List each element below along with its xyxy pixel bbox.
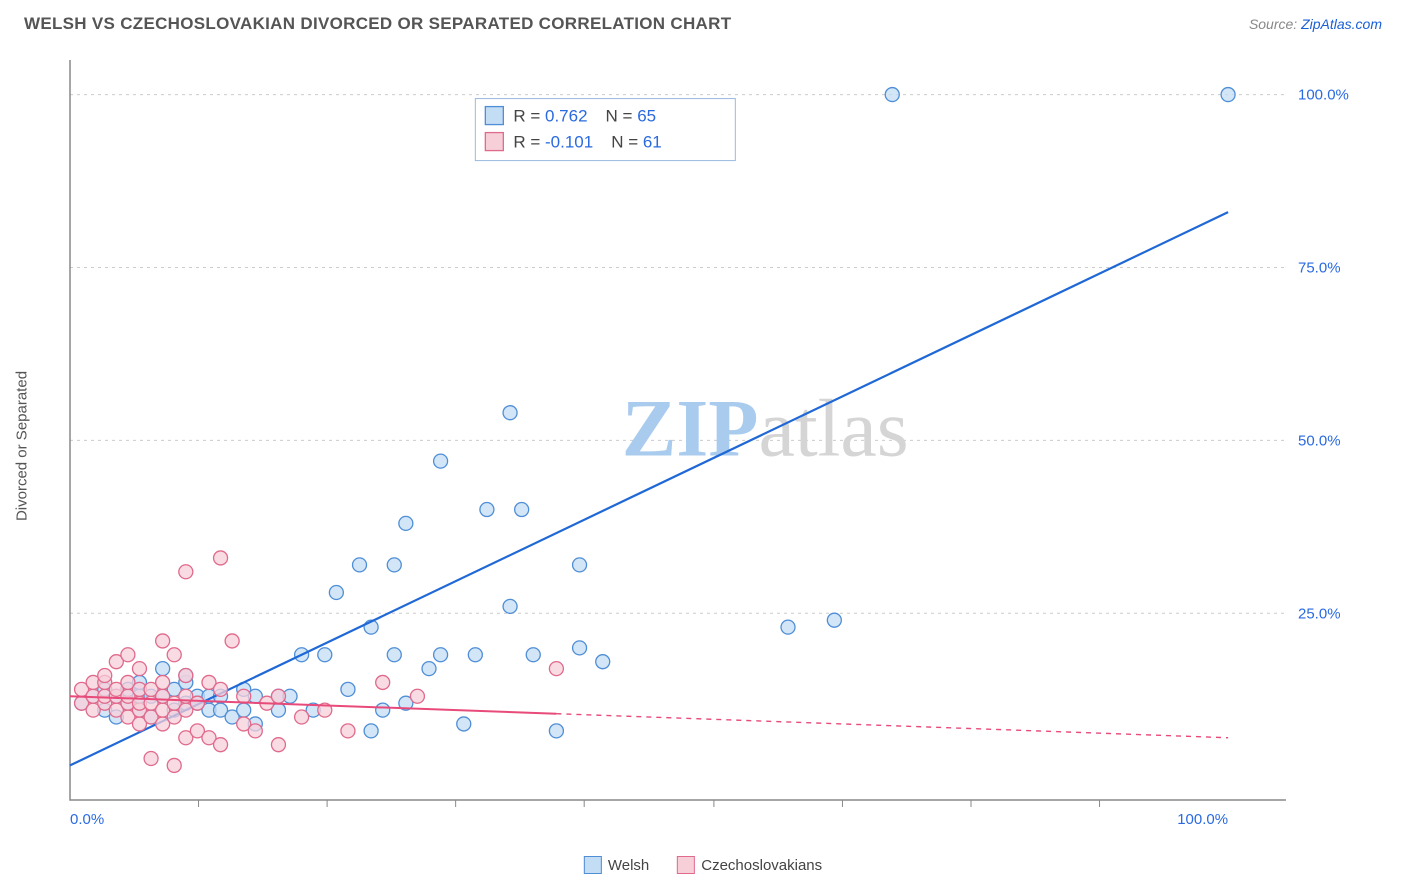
data-point: [318, 648, 332, 662]
data-point: [121, 648, 135, 662]
watermark: ZIPatlas: [622, 383, 909, 474]
data-point: [573, 641, 587, 655]
x-tick-label: 0.0%: [70, 811, 104, 828]
legend-item: Czechoslovakians: [677, 856, 822, 874]
data-point: [549, 724, 563, 738]
data-point: [353, 558, 367, 572]
data-point: [503, 406, 517, 420]
legend-swatch: [584, 856, 602, 874]
data-point: [503, 599, 517, 613]
corr-row-text: R = 0.762N = 65: [513, 107, 656, 126]
data-point: [214, 551, 228, 565]
y-tick-label: 100.0%: [1298, 87, 1349, 104]
data-point: [237, 703, 251, 717]
corr-swatch: [485, 107, 503, 125]
data-point: [167, 758, 181, 772]
data-point: [399, 516, 413, 530]
data-point: [341, 724, 355, 738]
data-point: [549, 662, 563, 676]
data-point: [457, 717, 471, 731]
data-point: [827, 613, 841, 627]
data-point: [237, 689, 251, 703]
data-point: [434, 648, 448, 662]
data-point: [387, 558, 401, 572]
x-tick-label: 100.0%: [1177, 811, 1228, 828]
data-point: [248, 724, 262, 738]
data-point: [526, 648, 540, 662]
data-point: [480, 503, 494, 517]
data-point: [1221, 88, 1235, 102]
y-tick-label: 25.0%: [1298, 605, 1341, 622]
y-axis-label: Divorced or Separated: [14, 371, 31, 521]
source-link[interactable]: ZipAtlas.com: [1301, 16, 1382, 32]
data-point: [573, 558, 587, 572]
data-point: [422, 662, 436, 676]
data-point: [885, 88, 899, 102]
legend-bottom: Welsh Czechoslovakians: [584, 856, 822, 874]
data-point: [410, 689, 424, 703]
data-point: [387, 648, 401, 662]
data-point: [271, 738, 285, 752]
data-point: [179, 565, 193, 579]
data-point: [144, 752, 158, 766]
data-point: [781, 620, 795, 634]
data-point: [376, 675, 390, 689]
data-point: [190, 696, 204, 710]
regression-line: [70, 212, 1228, 765]
data-point: [329, 586, 343, 600]
legend-item: Welsh: [584, 856, 649, 874]
legend-label: Welsh: [608, 857, 649, 874]
data-point: [156, 675, 170, 689]
data-point: [214, 682, 228, 696]
data-point: [214, 738, 228, 752]
data-point: [156, 662, 170, 676]
scatter-plot-svg: 25.0% 50.0% 75.0% 100.0% 0.0% 100.0% ZIPatlas R…: [60, 50, 1366, 830]
regression-line-ext: [556, 714, 1228, 738]
chart-header: WELSH VS CZECHOSLOVAKIAN DIVORCED OR SEP…: [24, 14, 1382, 34]
data-point: [596, 655, 610, 669]
data-point: [468, 648, 482, 662]
data-point: [515, 503, 529, 517]
data-point: [271, 689, 285, 703]
data-point: [295, 710, 309, 724]
source-prefix: Source:: [1249, 16, 1301, 32]
legend-label: Czechoslovakians: [701, 857, 822, 874]
corr-row-text: R = -0.101N = 61: [513, 133, 661, 152]
data-point: [179, 669, 193, 683]
y-tick-label: 50.0%: [1298, 432, 1341, 449]
data-point: [364, 724, 378, 738]
source-attribution: Source: ZipAtlas.com: [1249, 16, 1382, 32]
data-point: [132, 662, 146, 676]
chart-title: WELSH VS CZECHOSLOVAKIAN DIVORCED OR SEP…: [24, 14, 731, 34]
data-point: [376, 703, 390, 717]
data-point: [156, 634, 170, 648]
data-point: [98, 669, 112, 683]
data-point: [225, 634, 239, 648]
plot-area: 25.0% 50.0% 75.0% 100.0% 0.0% 100.0% ZIPatlas R…: [60, 50, 1376, 832]
corr-swatch: [485, 133, 503, 151]
data-point: [434, 454, 448, 468]
data-point: [167, 648, 181, 662]
data-point: [341, 682, 355, 696]
legend-swatch: [677, 856, 695, 874]
y-tick-label: 75.0%: [1298, 259, 1341, 276]
